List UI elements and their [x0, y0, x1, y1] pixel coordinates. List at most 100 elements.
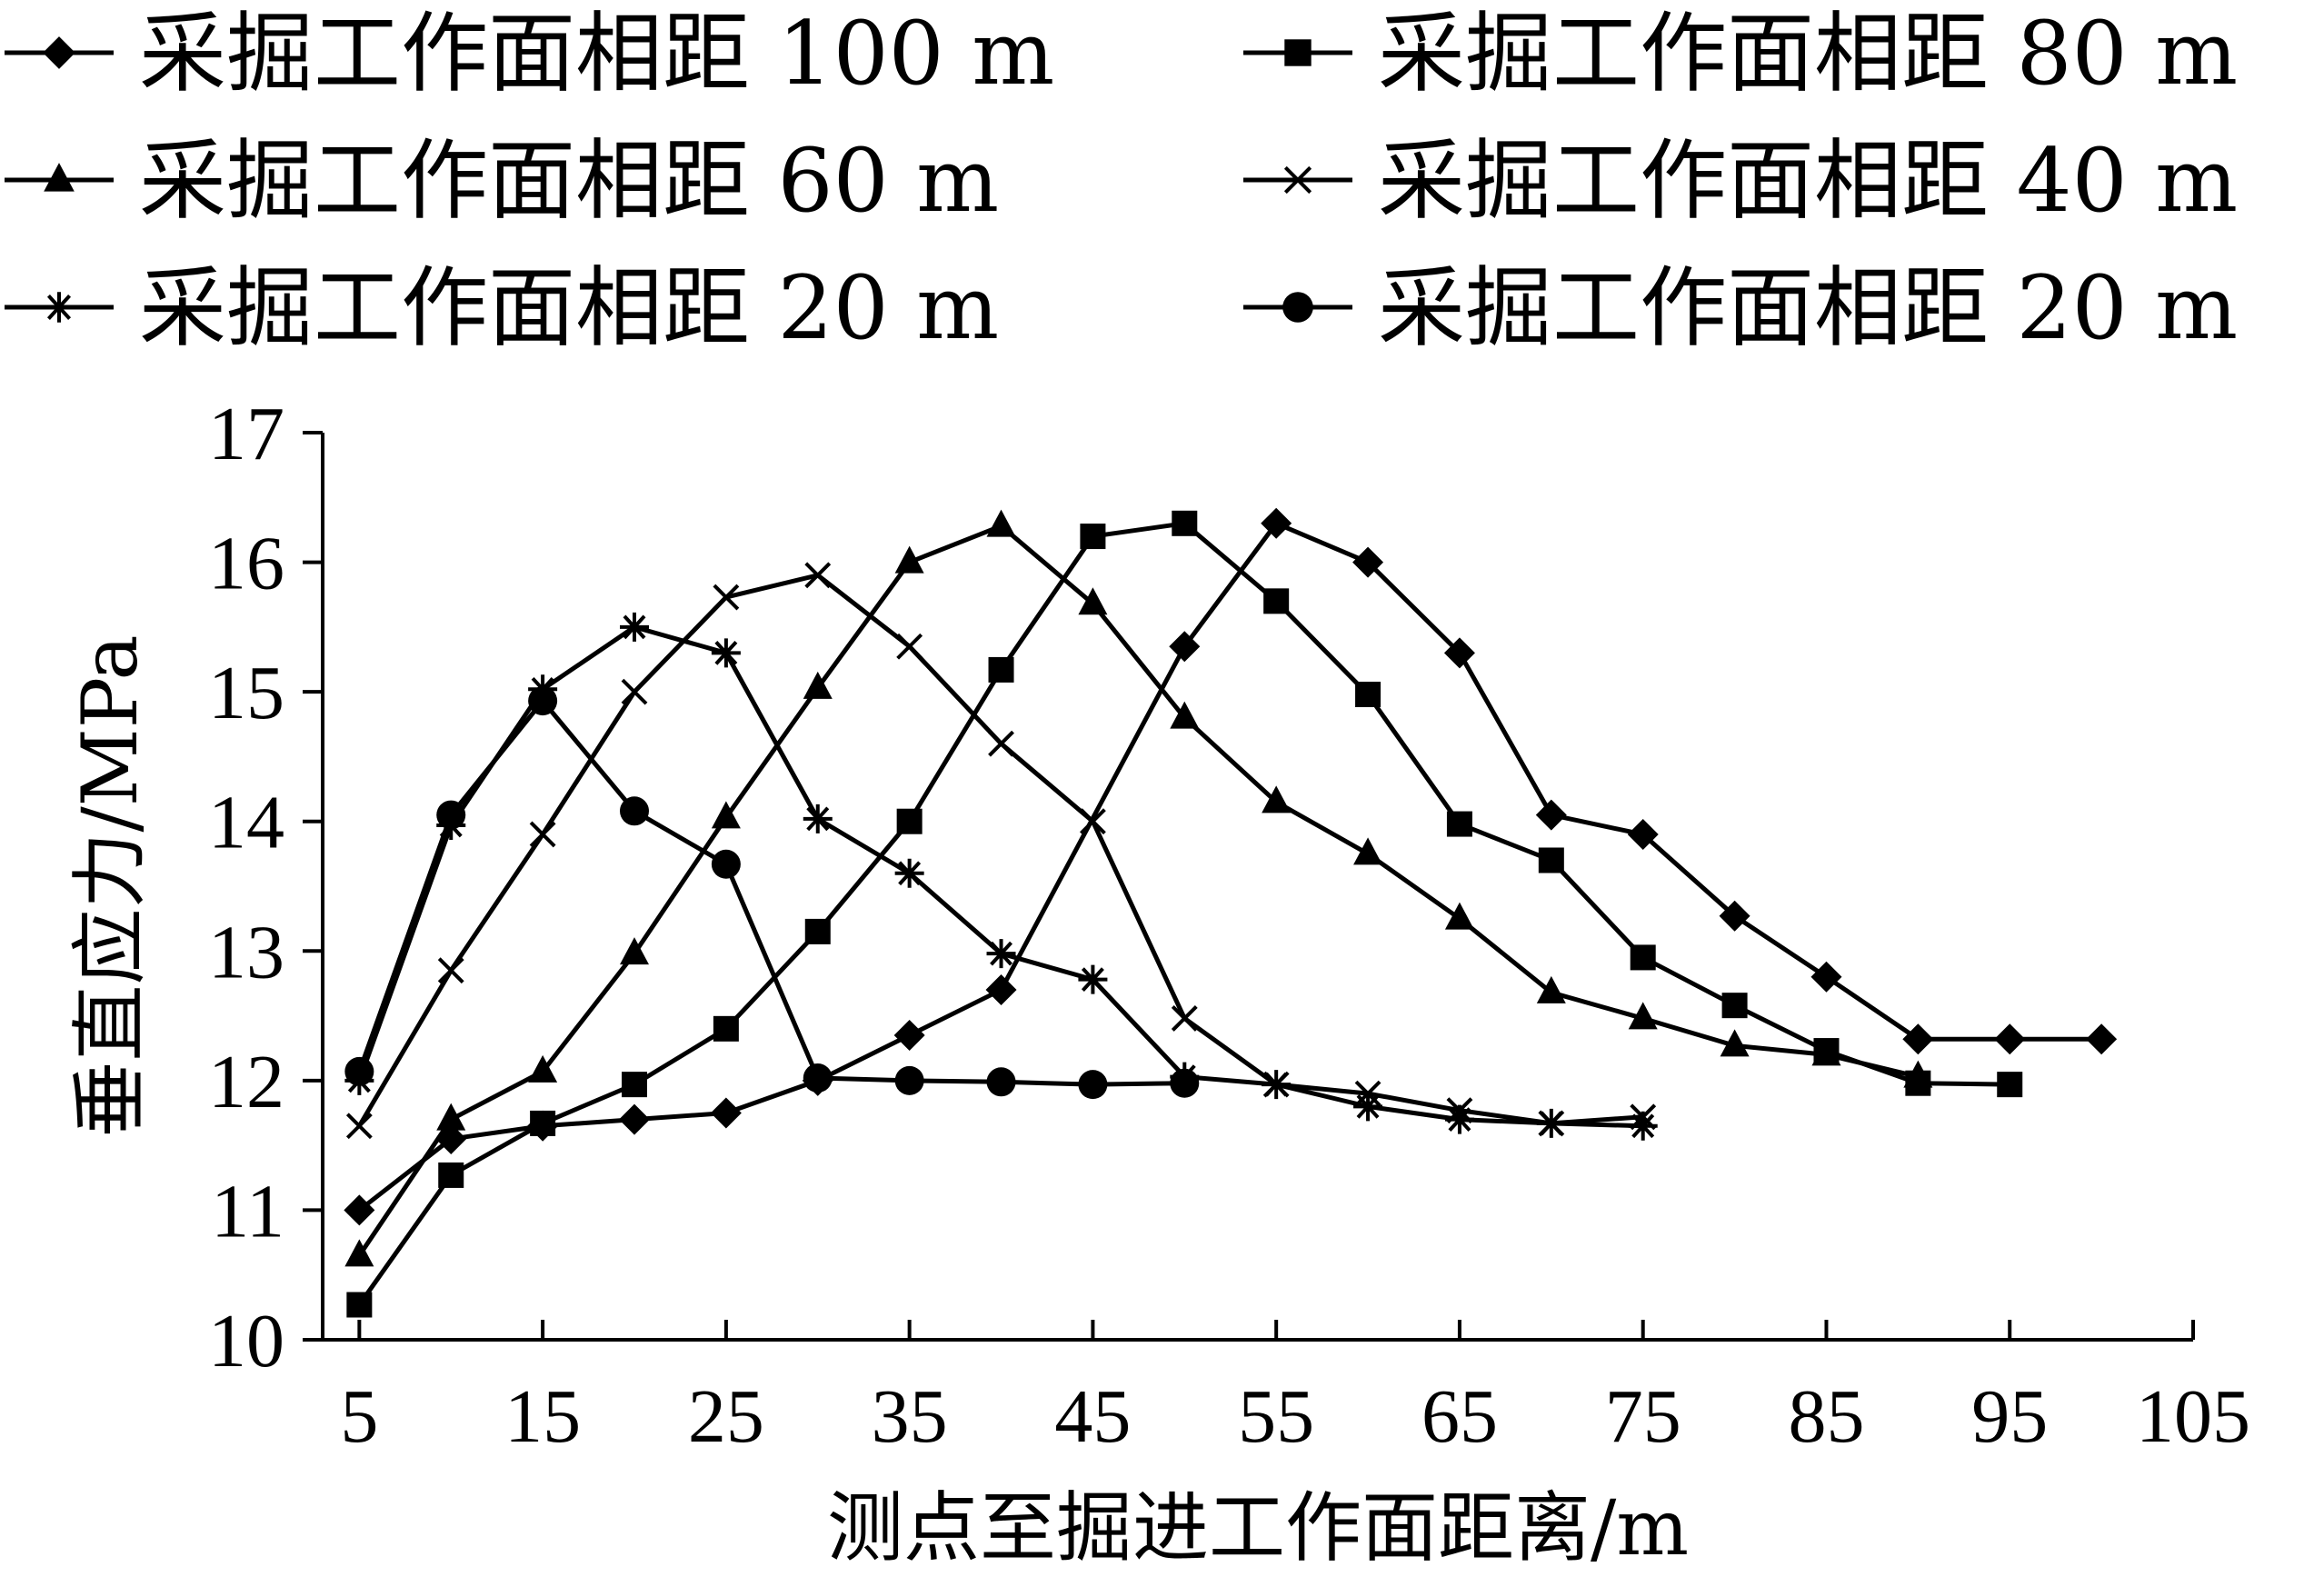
axes: [321, 433, 2193, 1342]
data-point: [1355, 681, 1381, 707]
legend-label: 采掘工作面相距 40 m: [1378, 130, 2238, 232]
data-point: [345, 1113, 373, 1140]
data-point: [344, 1056, 374, 1086]
data-point: [1719, 900, 1750, 932]
data-point: [893, 1019, 925, 1051]
data-point: [803, 1063, 833, 1093]
legend-item: 采掘工作面相距 20 m: [1243, 257, 2238, 359]
data-point: [1261, 507, 1292, 539]
y-tick-label: 11: [211, 1169, 284, 1253]
data-point: [437, 957, 464, 984]
data-point: [985, 974, 1017, 1006]
data-point: [1446, 811, 1472, 837]
data-point: [803, 671, 833, 699]
data-point: [1721, 993, 1748, 1019]
y-ticks: 10 11 12 13 14 15 16 17: [208, 392, 323, 1383]
legend-item: 采掘工作面相距 20 m: [5, 257, 999, 359]
data-point: [803, 803, 833, 833]
data-point: [1353, 837, 1383, 865]
data-point: [1444, 902, 1474, 930]
x-tick-label: 105: [2136, 1374, 2250, 1459]
data-point: [529, 821, 556, 848]
data-point: [1078, 1070, 1108, 1100]
legend-marker: [1284, 39, 1312, 66]
data-point: [1903, 1060, 1933, 1088]
data-point: [2086, 1023, 2118, 1055]
data-point: [713, 1015, 739, 1042]
data-point: [1353, 1092, 1383, 1122]
data-point: [1902, 1023, 1934, 1055]
legend-item: 采掘工作面相距 80 m: [1243, 3, 2238, 105]
data-point: [1078, 964, 1108, 994]
data-point: [1811, 1038, 1841, 1066]
data-point: [1628, 1002, 1658, 1030]
data-point: [621, 678, 648, 705]
data-point: [528, 1054, 558, 1083]
data-point: [344, 1194, 375, 1226]
data-point: [1630, 944, 1656, 971]
legend-marker: [1282, 292, 1313, 323]
data-point: [1263, 588, 1290, 614]
data-point: [436, 1103, 466, 1131]
data-point: [804, 562, 832, 589]
data-point: [1536, 975, 1566, 1003]
y-axis-title: 垂直应力/MPa: [65, 634, 155, 1137]
legend-marker: [44, 163, 75, 192]
data-point: [710, 1097, 742, 1129]
x-tick-label: 75: [1605, 1374, 1681, 1459]
data-point: [1628, 1111, 1658, 1141]
y-tick-label: 13: [208, 910, 284, 994]
data-point: [896, 808, 923, 834]
legend-label: 采掘工作面相距 20 m: [1378, 257, 2238, 359]
data-point: [346, 1292, 373, 1318]
data-point: [711, 638, 741, 668]
y-tick-label: 16: [208, 522, 284, 606]
y-tick-label: 12: [208, 1040, 284, 1124]
legend: 采掘工作面相距 100 m 采掘工作面相距 80 m 采掘工作面相距 60 m 采掘工…: [5, 3, 2238, 359]
legend-label: 采掘工作面相距 20 m: [139, 257, 999, 359]
data-point: [988, 656, 1014, 683]
legend-marker: [43, 36, 75, 69]
legend-label: 采掘工作面相距 100 m: [139, 3, 1054, 105]
data-point: [986, 939, 1016, 969]
legend-marker: [44, 292, 75, 323]
data-point: [986, 509, 1016, 537]
data-point: [1444, 1104, 1474, 1134]
data-point: [1079, 808, 1106, 835]
series-3: [344, 509, 1933, 1267]
series-line: [356, 698, 1185, 1087]
series-line: [357, 524, 1919, 1257]
data-point: [620, 612, 649, 642]
data-point: [1262, 785, 1292, 813]
data-point: [528, 686, 558, 716]
plot-area: [344, 507, 2118, 1318]
data-point: [1078, 587, 1108, 615]
data-point: [1443, 637, 1475, 669]
data-point: [711, 849, 741, 879]
data-point: [530, 1110, 556, 1136]
series-2: [346, 510, 2023, 1318]
legend-label: 采掘工作面相距 80 m: [1378, 3, 2238, 105]
data-point: [1172, 510, 1198, 536]
data-point: [1170, 701, 1200, 729]
x-tick-label: 25: [688, 1374, 764, 1459]
data-point: [622, 1072, 647, 1098]
x-tick-label: 95: [1971, 1374, 2048, 1459]
data-point: [894, 1065, 924, 1095]
data-point: [713, 584, 740, 611]
data-point: [894, 858, 924, 888]
legend-item: 采掘工作面相距 100 m: [5, 3, 1054, 105]
data-point: [1262, 1070, 1292, 1100]
x-axis-title: 测点至掘进工作面距离/m: [827, 1483, 1689, 1572]
data-point: [1170, 1068, 1200, 1098]
data-point: [1352, 546, 1384, 578]
data-point: [1627, 818, 1659, 850]
data-point: [436, 800, 466, 830]
data-point: [1810, 961, 1842, 993]
legend-label: 采掘工作面相距 60 m: [139, 130, 999, 232]
series-1: [344, 507, 2118, 1226]
x-tick-label: 5: [340, 1374, 378, 1459]
y-tick-label: 15: [208, 651, 284, 735]
data-point: [620, 937, 649, 965]
